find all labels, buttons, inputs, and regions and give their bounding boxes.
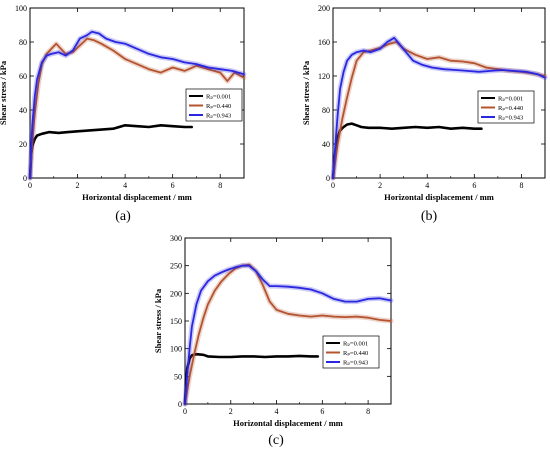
x-tick-label: 4 [123, 181, 127, 190]
chart-panel-c: 0 2 4 6 8 0 50 100 150 200 250 300 Horizontal displa… [153, 234, 394, 448]
x-tick-label: 8 [519, 181, 523, 190]
y-tick-label: 250 [170, 262, 182, 271]
y-tick-label: 0 [178, 400, 182, 409]
x-axis-title: Horizontal displacement / mm [233, 418, 343, 428]
legend-label: Rₚ=0.440 [343, 350, 368, 357]
x-tick-label: 0 [331, 181, 335, 190]
legend-label: Rₚ=0.440 [498, 105, 523, 112]
legend-label: Rₚ=0.440 [206, 103, 231, 110]
x-tick-label: 4 [275, 407, 279, 416]
panel-caption: (c) [268, 433, 284, 448]
x-tick-label: 2 [229, 407, 233, 416]
y-tick-label: 0 [326, 174, 330, 183]
series-line-0 [183, 352, 320, 406]
y-tick-label: 200 [318, 4, 330, 13]
y-axis-title: Shear stress / kPa [0, 60, 8, 125]
plot-frame [184, 237, 392, 405]
y-tick-label: 160 [318, 38, 330, 47]
x-tick-label: 0 [183, 407, 187, 416]
series-line-2 [29, 30, 245, 179]
x-axis-title: Horizontal displacement / mm [82, 192, 192, 202]
x-tick-label: 8 [366, 407, 370, 416]
y-tick-label: 50 [174, 372, 182, 381]
x-tick-label: 6 [171, 181, 175, 190]
y-axis-title: Shear stress / kPa [153, 288, 163, 353]
legend-label: Rₚ=0.943 [343, 360, 368, 367]
y-axis-title: Shear stress / kPa [301, 60, 311, 125]
series-line-0 [28, 124, 193, 180]
plot-frame [29, 7, 245, 179]
x-tick-label: 4 [425, 181, 429, 190]
legend-label: Rₚ=0.943 [498, 115, 523, 122]
y-tick-label: 0 [23, 174, 27, 183]
series-line-1 [184, 263, 392, 405]
plot-frame [332, 7, 546, 179]
y-tick-label: 300 [170, 234, 182, 243]
y-tick-label: 120 [318, 72, 330, 81]
series-line-2 [184, 264, 392, 405]
panel-caption: (a) [115, 209, 131, 224]
y-tick-label: 40 [19, 106, 27, 115]
series-line-2 [332, 36, 546, 179]
y-tick-label: 20 [19, 140, 27, 149]
x-tick-label: 2 [378, 181, 382, 190]
series-line-0 [331, 122, 483, 180]
x-tick-label: 6 [472, 181, 476, 190]
x-axis-title: Horizontal displacement / mm [384, 192, 494, 202]
y-tick-label: 100 [15, 4, 27, 13]
y-tick-label: 60 [19, 72, 27, 81]
legend-label: Rₚ=0.001 [498, 96, 523, 103]
y-tick-label: 80 [322, 106, 330, 115]
x-tick-label: 8 [218, 181, 222, 190]
legend-label: Rₚ=0.001 [343, 341, 368, 348]
legend-label: Rₚ=0.943 [206, 113, 231, 120]
legend-label: Rₚ=0.001 [206, 94, 231, 101]
y-tick-label: 150 [170, 317, 182, 326]
x-tick-label: 2 [76, 181, 80, 190]
y-tick-label: 200 [170, 289, 182, 298]
y-tick-label: 80 [19, 38, 27, 47]
x-tick-label: 6 [320, 407, 324, 416]
x-tick-label: 0 [28, 181, 32, 190]
y-tick-label: 40 [322, 140, 330, 149]
y-tick-label: 100 [170, 345, 182, 354]
panel-caption: (b) [421, 209, 438, 224]
